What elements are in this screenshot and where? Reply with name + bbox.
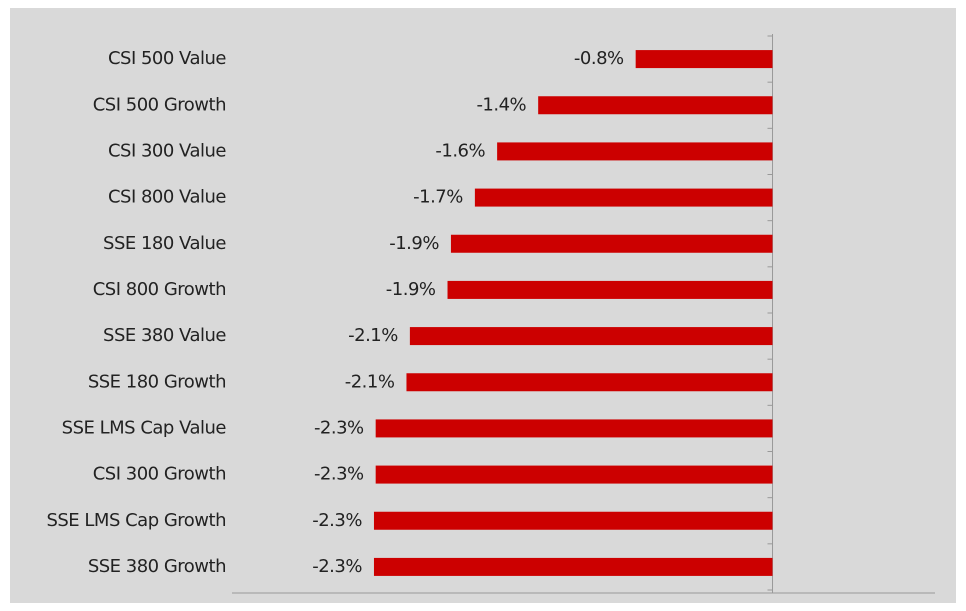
category-label: CSI 800 Value	[108, 187, 226, 208]
bar	[406, 373, 773, 392]
category-label: SSE 180 Growth	[88, 371, 226, 392]
value-label: -2.3%	[314, 464, 364, 485]
value-label: -0.8%	[574, 48, 624, 69]
value-label: -2.1%	[345, 371, 395, 392]
bar	[450, 234, 773, 253]
bar	[375, 465, 773, 484]
category-label: SSE 380 Growth	[88, 556, 226, 577]
category-label: CSI 500 Growth	[93, 94, 226, 115]
value-label: -1.9%	[386, 279, 436, 300]
value-label: -1.9%	[389, 233, 439, 254]
category-label: CSI 800 Growth	[93, 279, 226, 300]
value-label: -1.4%	[476, 94, 526, 115]
value-label: -2.3%	[312, 556, 362, 577]
category-label: SSE 180 Value	[103, 233, 226, 254]
value-label: -2.1%	[348, 325, 398, 346]
category-label: CSI 300 Growth	[93, 464, 226, 485]
bar	[409, 327, 773, 346]
value-label: -2.3%	[314, 417, 364, 438]
bar	[635, 50, 773, 69]
plot-background	[10, 8, 956, 603]
bar	[373, 511, 773, 530]
category-label: SSE LMS Cap Growth	[46, 510, 226, 531]
category-label: CSI 500 Value	[108, 48, 226, 69]
bar	[375, 419, 773, 438]
category-label: SSE LMS Cap Value	[62, 417, 227, 438]
value-label: -1.6%	[435, 140, 485, 161]
category-label: CSI 300 Value	[108, 140, 226, 161]
value-label: -2.3%	[312, 510, 362, 531]
bar	[474, 188, 773, 207]
category-label: SSE 380 Value	[103, 325, 226, 346]
value-label: -1.7%	[413, 187, 463, 208]
bar	[373, 557, 773, 576]
bar	[497, 142, 773, 161]
bar	[538, 96, 773, 115]
bar	[447, 280, 773, 299]
